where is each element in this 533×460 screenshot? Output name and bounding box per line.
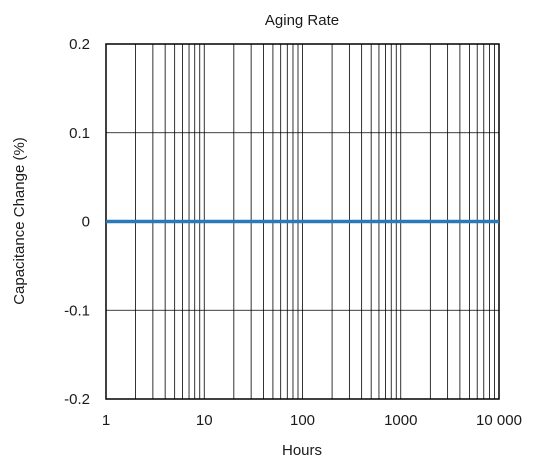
y-tick-label: 0 [82, 214, 90, 231]
x-tick-label: 10 000 [476, 412, 522, 429]
y-tick-label: -0.1 [64, 302, 90, 319]
x-tick-labels: 1 10 100 1000 10 000 [102, 412, 522, 429]
x-tick-label: 100 [290, 412, 315, 429]
x-axis-title: Hours [282, 442, 322, 459]
x-tick-label: 1000 [384, 412, 417, 429]
x-tick-label: 10 [196, 412, 213, 429]
y-axis-title: Capacitance Change (%) [11, 137, 28, 305]
chart-title: Aging Rate [265, 12, 339, 29]
y-tick-label: 0.1 [69, 125, 90, 142]
y-tick-labels: 0.2 0.1 0 -0.1 -0.2 [64, 36, 90, 408]
y-tick-label: -0.2 [64, 391, 90, 408]
x-tick-label: 1 [102, 412, 110, 429]
y-tick-label: 0.2 [69, 36, 90, 53]
